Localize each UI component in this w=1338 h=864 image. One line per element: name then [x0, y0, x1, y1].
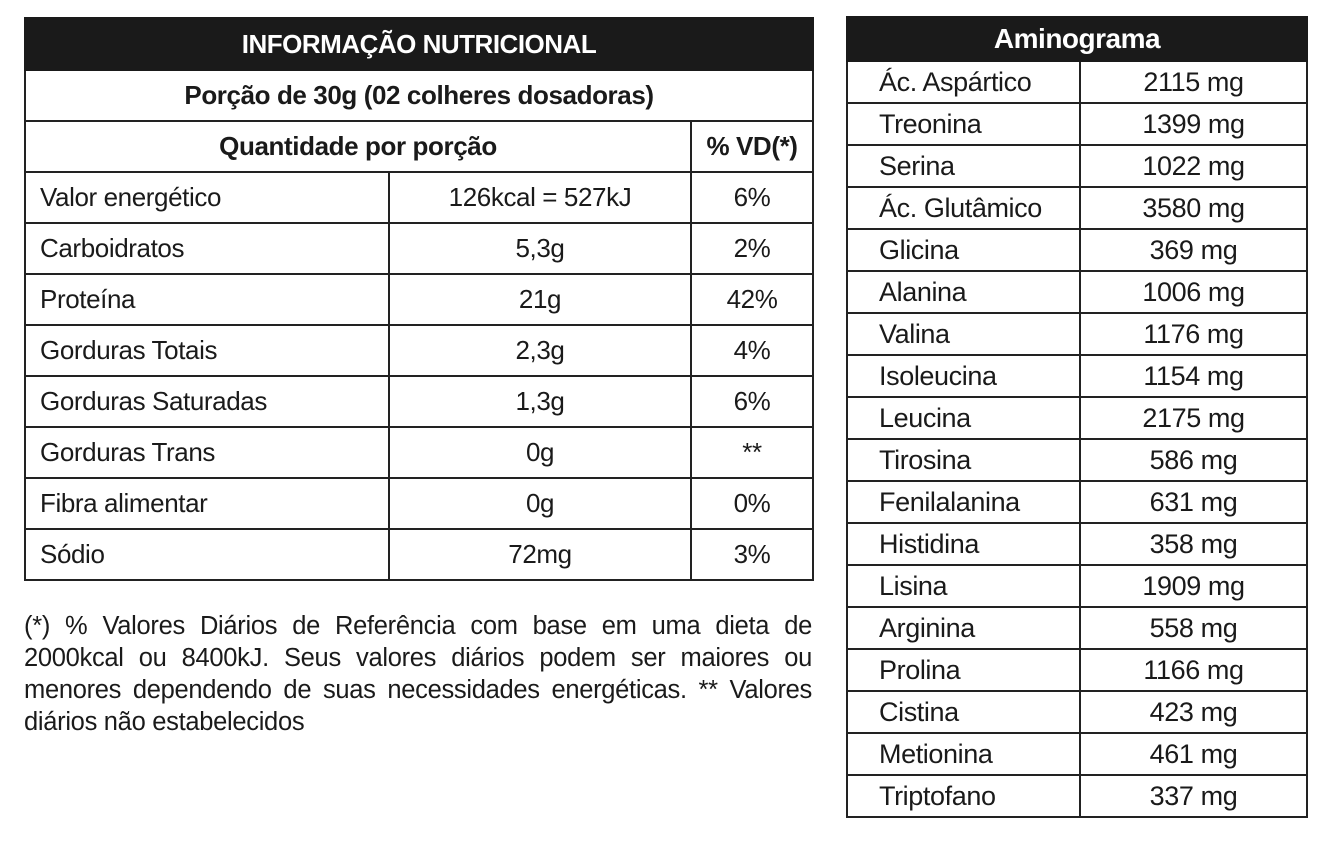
amino-value: 586 mg [1079, 438, 1308, 482]
amino-value: 1399 mg [1079, 102, 1308, 146]
amino-value: 1909 mg [1079, 564, 1308, 608]
nutrient-name: Gorduras Trans [24, 426, 390, 479]
amino-value: 461 mg [1079, 732, 1308, 776]
nutrient-vd: 3% [689, 528, 815, 581]
nutrient-vd: 4% [689, 324, 815, 377]
nutrient-quantity: 21g [388, 273, 692, 326]
amino-name: Arginina [846, 606, 1081, 650]
nutrient-vd: 6% [689, 375, 815, 428]
amino-row: Ác. Glutâmico 3580 mg [846, 186, 1308, 230]
amino-name: Valina [846, 312, 1081, 356]
amino-value: 1166 mg [1079, 648, 1308, 692]
nutrition-row: Gorduras Totais 2,3g 4% [24, 324, 815, 377]
amino-value: 558 mg [1079, 606, 1308, 650]
amino-name: Metionina [846, 732, 1081, 776]
nutrition-row: Sódio 72mg 3% [24, 528, 815, 581]
nutrition-footnote: (*) % Valores Diários de Referência com … [24, 612, 812, 736]
amino-row: Tirosina 586 mg [846, 438, 1308, 482]
amino-value: 423 mg [1079, 690, 1308, 734]
nutrition-header-row: Quantidade por porção % VD(*) [24, 120, 815, 173]
amino-row: Treonina 1399 mg [846, 102, 1308, 146]
amino-row: Lisina 1909 mg [846, 564, 1308, 608]
amino-row: Ác. Aspártico 2115 mg [846, 60, 1308, 104]
nutrition-row: Proteína 21g 42% [24, 273, 815, 326]
amino-value: 631 mg [1079, 480, 1308, 524]
header-vd: % VD(*) [689, 120, 815, 173]
amino-value: 337 mg [1079, 774, 1308, 818]
nutrition-row: Gorduras Saturadas 1,3g 6% [24, 375, 815, 428]
aminogram-title-row: Aminograma [846, 16, 1308, 62]
amino-name: Cistina [846, 690, 1081, 734]
nutrient-quantity: 126kcal = 527kJ [388, 171, 692, 224]
amino-value: 1176 mg [1079, 312, 1308, 356]
nutrient-quantity: 1,3g [388, 375, 692, 428]
amino-value: 3580 mg [1079, 186, 1308, 230]
nutrient-quantity: 2,3g [388, 324, 692, 377]
amino-row: Isoleucina 1154 mg [846, 354, 1308, 398]
amino-row: Arginina 558 mg [846, 606, 1308, 650]
amino-row: Glicina 369 mg [846, 228, 1308, 272]
nutrient-name: Fibra alimentar [24, 477, 390, 530]
nutrient-name: Gorduras Totais [24, 324, 390, 377]
nutrient-name: Valor energético [24, 171, 390, 224]
amino-name: Isoleucina [846, 354, 1081, 398]
amino-name: Leucina [846, 396, 1081, 440]
amino-value: 2115 mg [1079, 60, 1308, 104]
nutrition-row: Fibra alimentar 0g 0% [24, 477, 815, 530]
amino-row: Alanina 1006 mg [846, 270, 1308, 314]
amino-value: 2175 mg [1079, 396, 1308, 440]
amino-name: Glicina [846, 228, 1081, 272]
amino-name: Lisina [846, 564, 1081, 608]
nutrition-row: Carboidratos 5,3g 2% [24, 222, 815, 275]
nutrient-vd: 0% [689, 477, 815, 530]
nutrient-quantity: 5,3g [388, 222, 692, 275]
amino-row: Metionina 461 mg [846, 732, 1308, 776]
amino-row: Prolina 1166 mg [846, 648, 1308, 692]
amino-row: Serina 1022 mg [846, 144, 1308, 188]
amino-name: Ác. Glutâmico [846, 186, 1081, 230]
amino-name: Triptofano [846, 774, 1081, 818]
amino-row: Histidina 358 mg [846, 522, 1308, 566]
nutrient-quantity: 0g [388, 477, 692, 530]
nutrient-name: Carboidratos [24, 222, 390, 275]
nutrition-title: INFORMAÇÃO NUTRICIONAL [23, 17, 815, 71]
aminogram-title: Aminograma [846, 16, 1308, 62]
amino-row: Leucina 2175 mg [846, 396, 1308, 440]
nutrient-vd: 2% [689, 222, 815, 275]
nutrient-quantity: 72mg [388, 528, 692, 581]
nutrient-vd: 42% [689, 273, 815, 326]
portion-row: Porção de 30g (02 colheres dosadoras) [23, 69, 815, 122]
amino-row: Cistina 423 mg [846, 690, 1308, 734]
nutrition-row: Valor energético 126kcal = 527kJ 6% [24, 171, 815, 224]
amino-name: Serina [846, 144, 1081, 188]
nutrient-quantity: 0g [388, 426, 692, 479]
amino-name: Tirosina [846, 438, 1081, 482]
nutrient-vd: ** [689, 426, 815, 479]
amino-name: Histidina [846, 522, 1081, 566]
nutrient-name: Gorduras Saturadas [24, 375, 390, 428]
nutrition-row: Gorduras Trans 0g ** [24, 426, 815, 479]
nutrient-name: Proteína [24, 273, 390, 326]
nutrient-vd: 6% [689, 171, 815, 224]
amino-value: 1154 mg [1079, 354, 1308, 398]
amino-name: Prolina [846, 648, 1081, 692]
amino-row: Fenilalanina 631 mg [846, 480, 1308, 524]
nutrient-name: Sódio [24, 528, 390, 581]
amino-row: Triptofano 337 mg [846, 774, 1308, 818]
amino-row: Valina 1176 mg [846, 312, 1308, 356]
aminogram-table: Aminograma Ác. Aspártico 2115 mg Treonina… [846, 16, 1308, 818]
portion-size: Porção de 30g (02 colheres dosadoras) [23, 69, 815, 122]
amino-name: Treonina [846, 102, 1081, 146]
amino-value: 369 mg [1079, 228, 1308, 272]
amino-value: 358 mg [1079, 522, 1308, 566]
amino-value: 1022 mg [1079, 144, 1308, 188]
amino-name: Ác. Aspártico [846, 60, 1081, 104]
amino-value: 1006 mg [1079, 270, 1308, 314]
nutrition-facts-table: INFORMAÇÃO NUTRICIONAL Porção de 30g (02… [23, 17, 815, 581]
nutrition-title-row: INFORMAÇÃO NUTRICIONAL [23, 17, 815, 71]
amino-name: Alanina [846, 270, 1081, 314]
header-quantity: Quantidade por porção [24, 120, 692, 173]
amino-name: Fenilalanina [846, 480, 1081, 524]
